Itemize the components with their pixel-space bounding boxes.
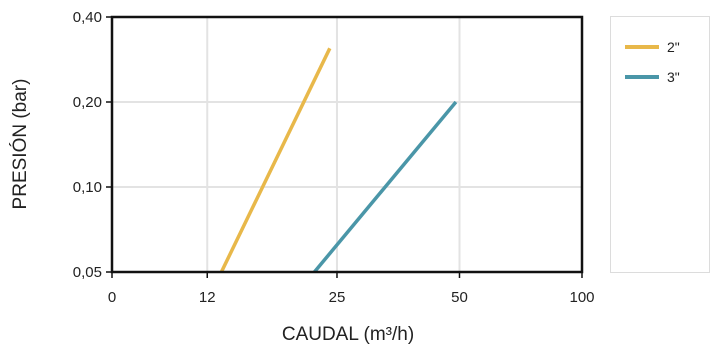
x-tick-labels: 0 12 25 50 100 [108,272,595,306]
legend: 2" 3" [610,16,710,273]
series-lines [221,48,456,272]
y-axis-title: PRESIÓN (bar) [9,79,31,210]
x-tick-label: 25 [329,289,346,306]
legend-label: 3" [667,69,680,85]
legend-swatch [625,75,659,79]
legend-item: 2" [625,39,680,55]
x-axis-title: CAUDAL (m³/h) [282,324,414,345]
x-tick-label: 100 [569,289,594,306]
legend-swatch [625,45,659,49]
x-tick-label: 12 [199,289,216,306]
x-tick-label: 50 [451,289,468,306]
legend-label: 2" [667,39,680,55]
y-tick-labels: 0,05 0,10 0,20 0,40 [73,9,112,281]
legend-item: 3" [625,69,680,85]
series-line-1 [221,48,329,272]
y-tick-label: 0,10 [73,179,102,196]
x-tick-label: 0 [108,289,116,306]
y-tick-label: 0,40 [73,9,102,26]
y-tick-label: 0,20 [73,94,102,111]
y-tick-label: 0,05 [73,264,102,281]
